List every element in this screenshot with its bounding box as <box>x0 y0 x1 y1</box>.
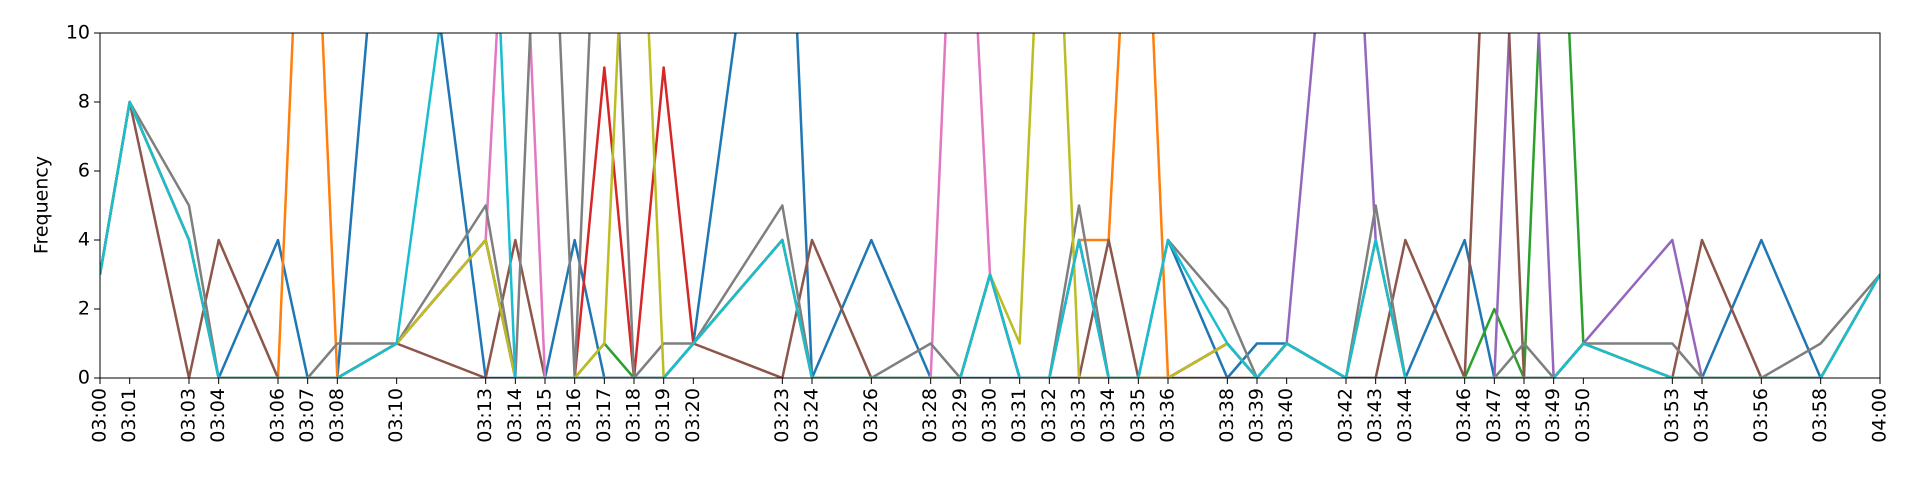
x-tick-label: 03:48 <box>1513 388 1535 443</box>
x-tick-label: 03:14 <box>504 388 526 443</box>
x-tick-label: 03:50 <box>1572 388 1594 443</box>
x-tick-label: 03:30 <box>979 388 1001 443</box>
x-tick-label: 03:58 <box>1809 388 1831 443</box>
y-axis-label: Frequency <box>31 156 53 254</box>
series-line <box>100 33 1880 378</box>
plot-frame <box>99 32 1881 379</box>
x-tick-label: 03:44 <box>1394 388 1416 443</box>
y-tick-label: 4 <box>78 229 90 251</box>
x-tick-label: 03:15 <box>534 388 556 443</box>
x-tick-label: 03:24 <box>801 388 823 443</box>
x-tick-label: 03:29 <box>949 388 971 443</box>
series-line <box>100 33 1880 378</box>
y-tick-label: 10 <box>66 22 90 44</box>
x-tick-label: 03:32 <box>1038 388 1060 443</box>
x-tick-label: 03:38 <box>1216 388 1238 443</box>
x-tick-label: 03:42 <box>1335 388 1357 443</box>
y-tick-label: 0 <box>78 367 90 389</box>
x-tick-label: 03:33 <box>1068 388 1090 443</box>
x-tick-label: 04:00 <box>1869 388 1891 443</box>
x-tick-label: 03:08 <box>326 388 348 443</box>
x-tick-label: 03:06 <box>267 388 289 443</box>
x-tick-label: 03:04 <box>207 388 229 443</box>
x-tick-label: 03:54 <box>1691 388 1713 443</box>
series-line <box>100 33 1880 378</box>
x-tick-label: 03:36 <box>1157 388 1179 443</box>
x-tick-label: 03:18 <box>623 388 645 443</box>
y-tick-label: 6 <box>78 160 90 182</box>
x-tick-label: 03:16 <box>563 388 585 443</box>
x-tick-label: 03:03 <box>178 388 200 443</box>
x-tick-label: 03:34 <box>1097 388 1119 443</box>
series-line <box>100 33 1880 378</box>
series-line <box>100 33 1880 378</box>
plot-lines <box>100 33 1880 378</box>
x-tick-label: 03:56 <box>1750 388 1772 443</box>
x-tick-label: 03:01 <box>118 388 140 443</box>
x-tick-label: 03:47 <box>1483 388 1505 443</box>
series-line <box>100 66 1880 378</box>
x-tick-label: 03:20 <box>682 388 704 443</box>
x-tick-label: 03:07 <box>296 388 318 443</box>
x-tick-label: 03:49 <box>1542 388 1564 443</box>
x-tick-label: 03:35 <box>1127 388 1149 443</box>
x-tick-label: 03:19 <box>652 388 674 443</box>
x-tick-label: 03:23 <box>771 388 793 443</box>
y-tick-label: 8 <box>78 91 90 113</box>
x-tick-label: 03:43 <box>1364 388 1386 443</box>
series-line <box>100 33 1880 378</box>
x-tick-label: 03:46 <box>1453 388 1475 443</box>
x-tick-label: 03:28 <box>919 388 941 443</box>
series-line <box>100 33 1880 378</box>
x-tick-label: 03:13 <box>474 388 496 443</box>
x-tick-label: 03:10 <box>385 388 407 443</box>
series-line <box>100 33 1880 378</box>
x-tick-label: 03:40 <box>1275 388 1297 443</box>
x-tick-label: 03:39 <box>1246 388 1268 443</box>
x-tick-label: 03:17 <box>593 388 615 443</box>
x-tick-label: 03:26 <box>860 388 882 443</box>
x-tick-label: 03:00 <box>89 388 111 443</box>
y-tick-label: 2 <box>78 298 90 320</box>
series-line <box>100 33 1880 378</box>
x-tick-label: 03:53 <box>1661 388 1683 443</box>
x-tick-label: 03:31 <box>1008 388 1030 443</box>
